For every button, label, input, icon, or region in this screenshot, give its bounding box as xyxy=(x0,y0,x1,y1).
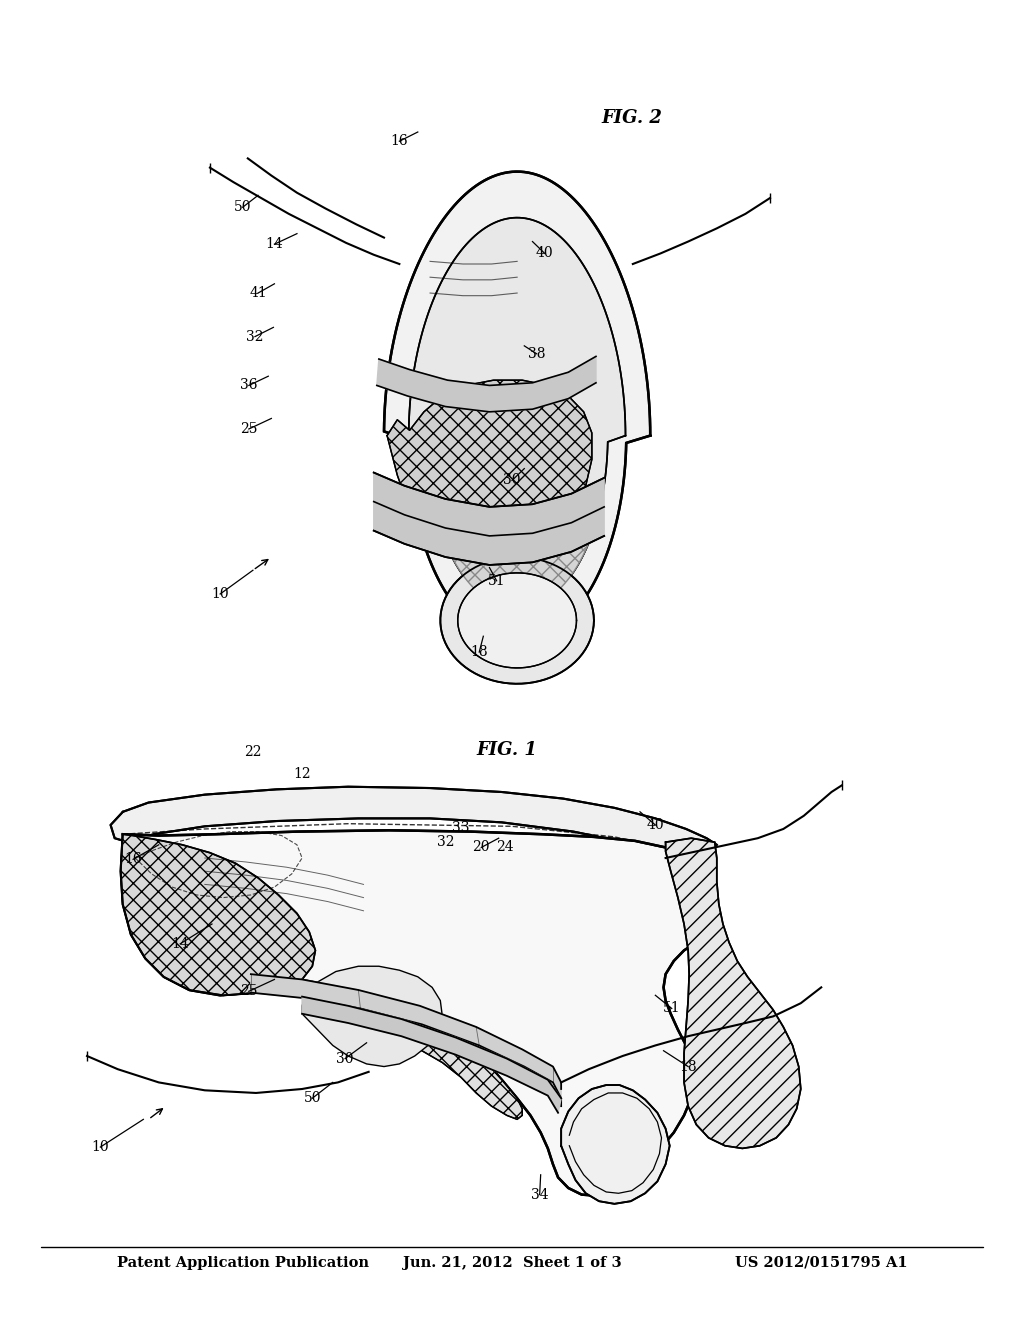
Text: 16: 16 xyxy=(124,853,142,866)
Text: 30: 30 xyxy=(503,474,521,487)
Text: 51: 51 xyxy=(663,1002,681,1015)
Text: 25: 25 xyxy=(240,985,258,998)
Text: 18: 18 xyxy=(679,1060,697,1073)
Text: US 2012/0151795 A1: US 2012/0151795 A1 xyxy=(734,1255,907,1270)
Polygon shape xyxy=(302,997,561,1113)
Text: 40: 40 xyxy=(536,247,554,260)
Polygon shape xyxy=(409,218,626,609)
Polygon shape xyxy=(374,473,604,565)
Text: 38: 38 xyxy=(527,347,546,360)
Polygon shape xyxy=(387,380,592,552)
Text: 18: 18 xyxy=(470,645,488,659)
Polygon shape xyxy=(121,834,315,995)
Polygon shape xyxy=(438,524,596,609)
Text: 40: 40 xyxy=(646,818,665,832)
Text: 16: 16 xyxy=(390,135,409,148)
Text: 30: 30 xyxy=(336,1052,354,1065)
Text: 50: 50 xyxy=(233,201,252,214)
Polygon shape xyxy=(561,1085,670,1204)
Text: 12: 12 xyxy=(293,767,311,781)
Text: 20: 20 xyxy=(472,841,490,854)
Text: 22: 22 xyxy=(244,746,262,759)
Polygon shape xyxy=(384,172,650,642)
Polygon shape xyxy=(302,966,442,1067)
Text: 32: 32 xyxy=(436,836,455,849)
Text: 14: 14 xyxy=(265,238,284,251)
Text: 10: 10 xyxy=(91,1140,110,1154)
Text: FIG. 1: FIG. 1 xyxy=(476,742,538,759)
Polygon shape xyxy=(440,557,594,684)
Text: FIG. 2: FIG. 2 xyxy=(601,110,663,127)
Text: 36: 36 xyxy=(240,379,258,392)
Polygon shape xyxy=(111,787,717,855)
Text: 10: 10 xyxy=(211,587,229,601)
Text: 25: 25 xyxy=(240,422,258,436)
Text: 50: 50 xyxy=(303,1092,322,1105)
Text: 41: 41 xyxy=(249,286,267,300)
Text: 34: 34 xyxy=(530,1188,549,1201)
Text: Jun. 21, 2012  Sheet 1 of 3: Jun. 21, 2012 Sheet 1 of 3 xyxy=(402,1255,622,1270)
Polygon shape xyxy=(302,979,522,1119)
Text: 32: 32 xyxy=(246,330,264,343)
Text: 33: 33 xyxy=(452,821,470,834)
Polygon shape xyxy=(666,838,801,1148)
Polygon shape xyxy=(121,830,719,1196)
Text: 14: 14 xyxy=(171,937,189,950)
Polygon shape xyxy=(458,573,577,668)
Polygon shape xyxy=(377,356,596,412)
Text: Patent Application Publication: Patent Application Publication xyxy=(117,1255,369,1270)
Text: 24: 24 xyxy=(496,841,514,854)
Polygon shape xyxy=(251,974,561,1106)
Text: 51: 51 xyxy=(487,574,506,587)
